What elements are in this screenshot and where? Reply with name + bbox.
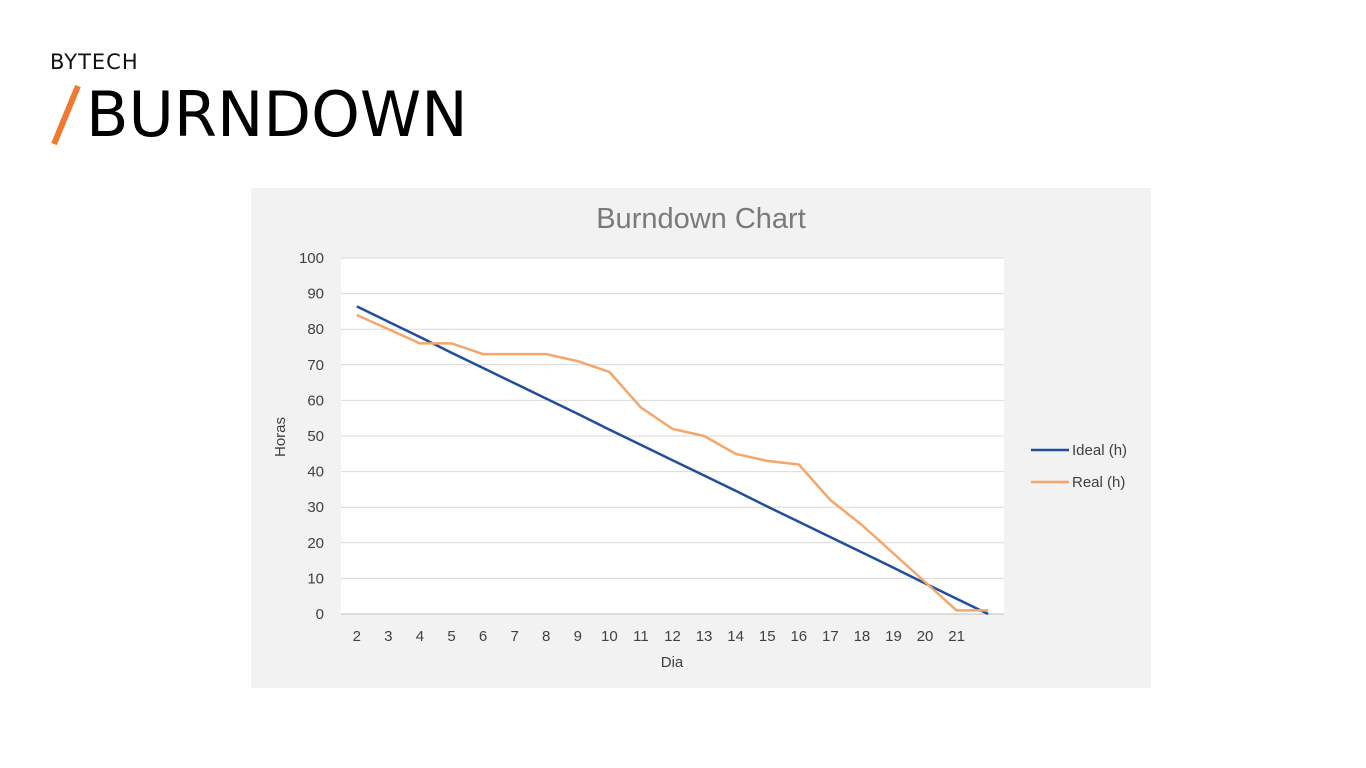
x-tick-label: 8 — [542, 628, 550, 645]
x-tick-label: 14 — [727, 628, 744, 645]
burndown-chart: Burndown Chart 0 10 20 30 40 50 60 70 80 90 100 2 3… — [272, 203, 1127, 671]
y-tick-label: 70 — [307, 357, 324, 374]
legend: Ideal (h) Real (h) — [1031, 442, 1127, 491]
y-tick-label: 50 — [307, 428, 324, 445]
x-tick-label: 20 — [917, 628, 934, 645]
series-line-real — [356, 313, 989, 612]
page-title: BURNDOWN — [86, 78, 468, 151]
brand-logo: BYTECH — [50, 50, 139, 74]
y-axis-label: Horas — [272, 417, 289, 457]
y-tick-label: 30 — [307, 499, 324, 516]
y-tick-label: 90 — [307, 286, 324, 303]
slash-icon — [51, 84, 81, 146]
y-tick-label: 10 — [307, 570, 324, 587]
x-tick-label: 12 — [664, 628, 681, 645]
x-tick-label: 11 — [633, 628, 649, 645]
series-line-ideal — [356, 305, 989, 616]
legend-label: Real (h) — [1072, 474, 1125, 491]
x-tick-label: 7 — [510, 628, 518, 645]
y-tick-label: 40 — [307, 464, 324, 481]
x-tick-label: 9 — [574, 628, 582, 645]
y-tick-label: 80 — [307, 321, 324, 338]
x-tick-label: 21 — [948, 628, 965, 645]
y-tick-label: 100 — [299, 250, 324, 267]
x-tick-label: 15 — [759, 628, 776, 645]
y-axis: 0 10 20 30 40 50 60 70 80 90 100 — [299, 250, 324, 623]
grid-lines — [341, 257, 1004, 615]
x-tick-label: 4 — [416, 628, 424, 645]
series-lines — [356, 305, 989, 616]
legend-label: Ideal (h) — [1072, 442, 1127, 459]
x-tick-label: 2 — [353, 628, 361, 645]
y-tick-label: 20 — [307, 535, 324, 552]
x-tick-label: 16 — [790, 628, 807, 645]
x-tick-label: 17 — [822, 628, 839, 645]
x-axis-label: Dia — [661, 654, 684, 671]
x-tick-label: 10 — [601, 628, 618, 645]
y-tick-label: 60 — [307, 392, 324, 409]
y-tick-label: 0 — [316, 606, 324, 623]
x-tick-label: 19 — [885, 628, 902, 645]
chart-title: Burndown Chart — [596, 203, 806, 235]
x-tick-label: 3 — [384, 628, 392, 645]
x-tick-label: 18 — [854, 628, 871, 645]
x-tick-label: 13 — [696, 628, 713, 645]
chart-panel: Burndown Chart 0 10 20 30 40 50 60 70 80 90 100 2 3… — [251, 188, 1151, 688]
x-tick-label: 5 — [447, 628, 455, 645]
x-axis: 2 3 4 5 6 7 8 9 10 11 12 13 14 15 16 17 18 19 20 21 — [341, 613, 1004, 645]
x-tick-label: 6 — [479, 628, 487, 645]
